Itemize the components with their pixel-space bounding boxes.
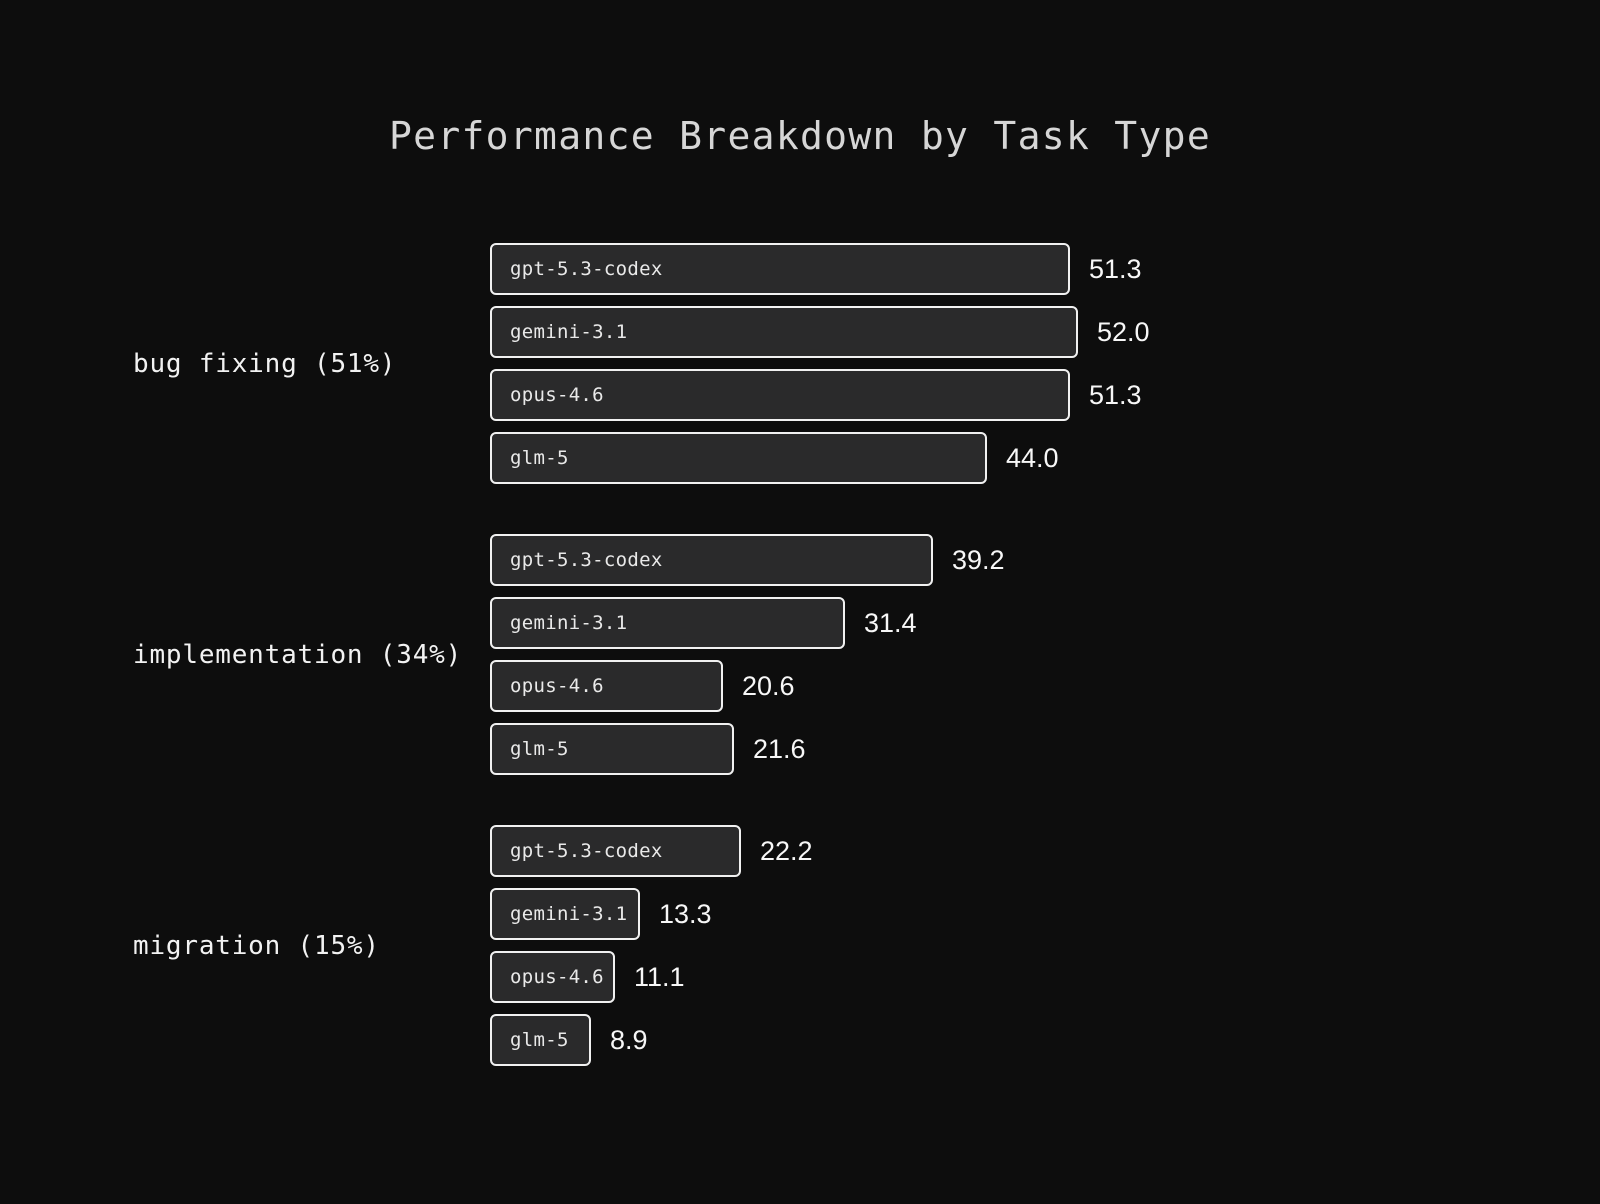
bar-value-label: 13.3 [659,898,712,929]
bar: gpt-5.3-codex [490,243,1070,295]
bar-row: gemini-3.1 31.4 [490,597,917,649]
bar-model-label: gpt-5.3-codex [510,840,663,862]
bar-row: opus-4.6 51.3 [490,369,1142,421]
bar-model-label: gpt-5.3-codex [510,549,663,571]
group-label: bug fixing (51%) [133,348,397,379]
bar-value-label: 51.3 [1089,253,1142,284]
bar-row: gpt-5.3-codex 51.3 [490,243,1142,295]
bar-value-label: 11.1 [634,961,685,992]
bar: opus-4.6 [490,660,723,712]
bar-value-label: 52.0 [1097,316,1150,347]
bar-model-label: opus-4.6 [510,384,604,406]
bar-model-label: opus-4.6 [510,675,604,697]
bar-row: glm-5 21.6 [490,723,806,775]
bar: gemini-3.1 [490,888,640,940]
bar-model-label: gemini-3.1 [510,612,628,634]
bar: gpt-5.3-codex [490,534,933,586]
bar-row: gemini-3.1 13.3 [490,888,712,940]
chart-title: Performance Breakdown by Task Type [388,114,1212,158]
bar-row: gpt-5.3-codex 22.2 [490,825,813,877]
bar-row: opus-4.6 11.1 [490,951,685,1003]
bar-model-label: gemini-3.1 [510,903,628,925]
bar-model-label: glm-5 [510,738,569,760]
bar-value-label: 22.2 [760,835,813,866]
bar-model-label: opus-4.6 [510,966,604,988]
bar-model-label: glm-5 [510,447,569,469]
bar-value-label: 21.6 [753,733,806,764]
bar-value-label: 8.9 [610,1024,648,1055]
bar: gemini-3.1 [490,306,1078,358]
bar-value-label: 31.4 [864,607,917,638]
bar-value-label: 44.0 [1006,442,1059,473]
bar-value-label: 20.6 [742,670,795,701]
bar: gpt-5.3-codex [490,825,741,877]
group-label: migration (15%) [133,930,380,961]
bar-row: gpt-5.3-codex 39.2 [490,534,1005,586]
bar: opus-4.6 [490,951,615,1003]
bar-model-label: gpt-5.3-codex [510,258,663,280]
bar: gemini-3.1 [490,597,845,649]
bar: glm-5 [490,723,734,775]
bar-row: opus-4.6 20.6 [490,660,795,712]
group-label: implementation (34%) [133,639,463,670]
bar: opus-4.6 [490,369,1070,421]
bar-row: glm-5 8.9 [490,1014,648,1066]
bar-row: gemini-3.1 52.0 [490,306,1150,358]
bar-row: glm-5 44.0 [490,432,1059,484]
bar-model-label: gemini-3.1 [510,321,628,343]
bar: glm-5 [490,1014,591,1066]
bar-model-label: glm-5 [510,1029,569,1051]
bar-value-label: 39.2 [952,544,1005,575]
bar-value-label: 51.3 [1089,379,1142,410]
bar: glm-5 [490,432,987,484]
